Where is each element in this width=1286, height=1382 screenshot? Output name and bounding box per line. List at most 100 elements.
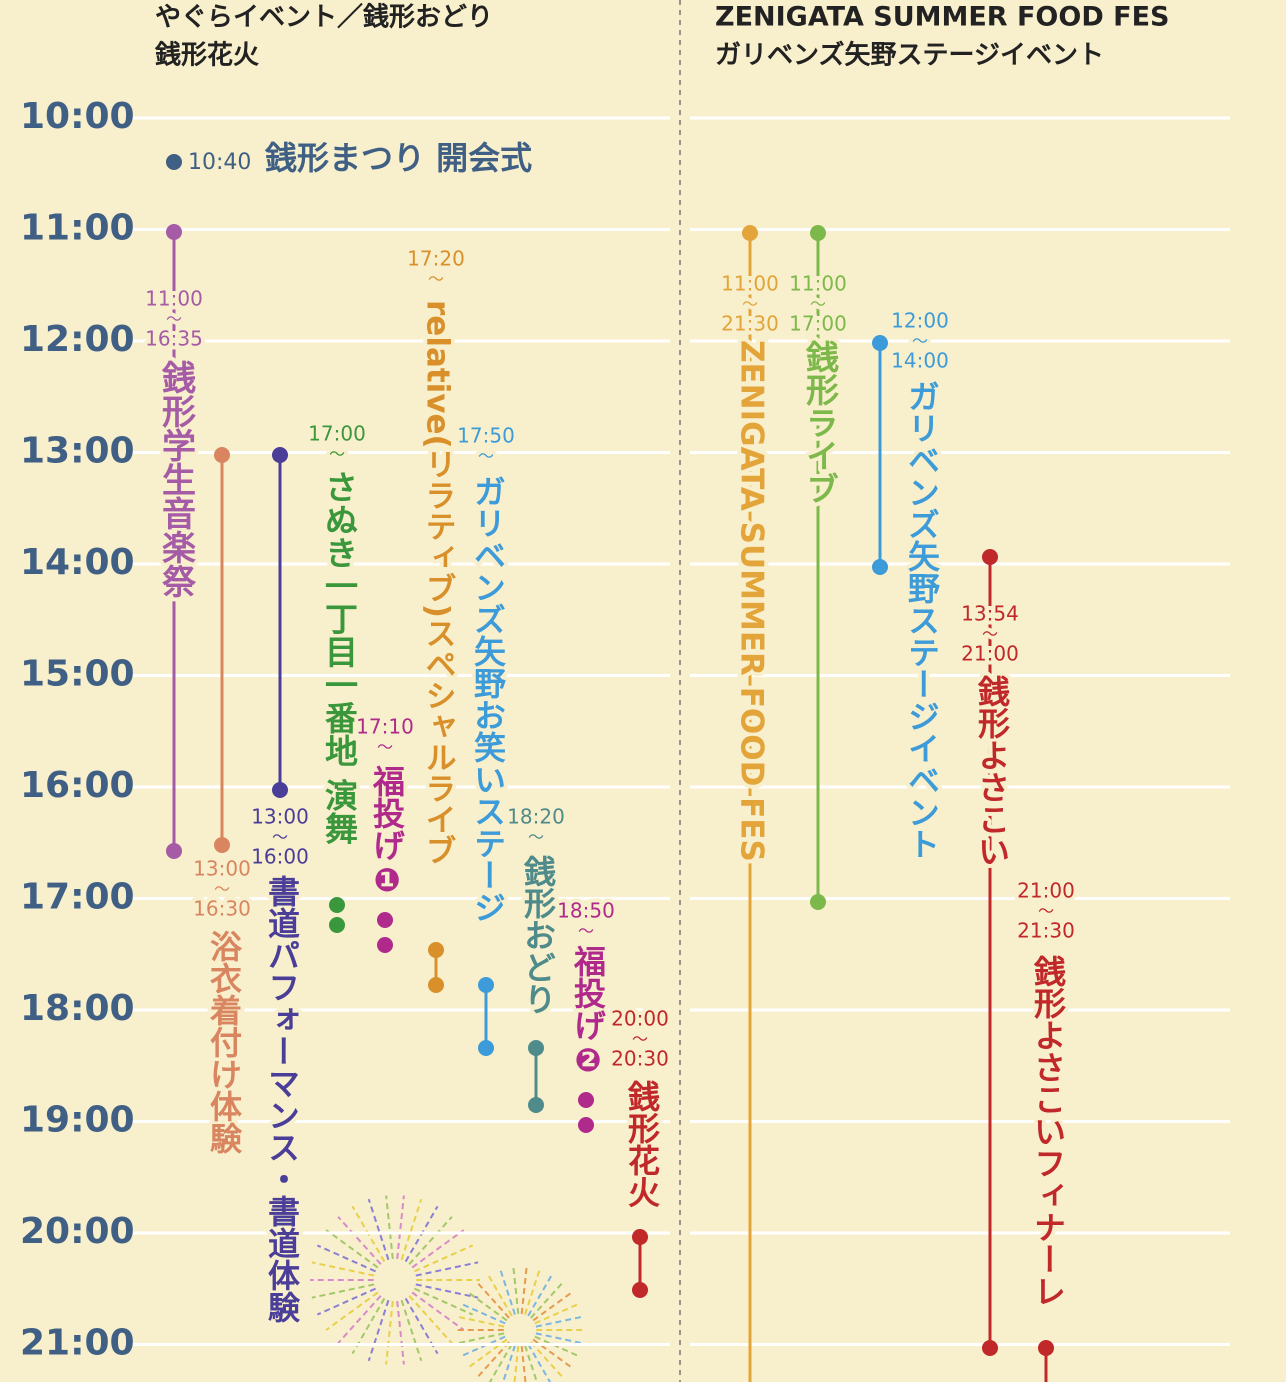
firework-ray	[502, 1345, 516, 1382]
dot	[632, 1229, 648, 1245]
dot	[742, 225, 758, 241]
event-time: 17:10	[356, 715, 414, 739]
firework-ray	[535, 1315, 584, 1328]
firework-ray	[466, 1290, 508, 1322]
header-left: やぐらイベント／銭形おどり	[155, 3, 493, 33]
header-left: 銭形花火	[154, 41, 259, 71]
dot	[478, 1040, 494, 1056]
event-time: 21:30	[721, 312, 779, 336]
firework-ray	[512, 1265, 520, 1314]
event-title: ZENIGATA SUMMER FOOD FES	[734, 340, 770, 862]
dot	[428, 942, 444, 958]
event-separator: ～	[428, 270, 444, 289]
hour-label: 21:00	[20, 1323, 135, 1364]
event-time: 16:35	[145, 327, 203, 351]
firework-ray	[527, 1273, 554, 1317]
event-title: relative(リラティブ)スペシャルライブ	[420, 300, 456, 866]
dot	[329, 897, 345, 913]
hour-label: 20:00	[20, 1211, 135, 1252]
event-time: 17:00	[308, 422, 366, 446]
dot	[166, 154, 182, 170]
firework-ray	[456, 1332, 505, 1345]
event-separator: ～	[632, 1030, 648, 1049]
firework-ray	[534, 1302, 580, 1325]
firework-ray	[385, 1195, 394, 1259]
event-separator: ～	[377, 738, 393, 757]
event-title: 銭形ライブ	[801, 340, 841, 505]
header-right: ZENIGATA SUMMER FOOD FES	[715, 2, 1169, 33]
event-time: 17:00	[789, 312, 847, 336]
firework-ray	[408, 1216, 453, 1265]
dot	[528, 1097, 544, 1113]
hour-label: 14:00	[20, 542, 135, 583]
dot	[578, 1092, 594, 1108]
event-separator: ～	[478, 447, 494, 466]
event-time: 12:00	[891, 309, 949, 333]
event-time: 20:30	[611, 1047, 669, 1071]
firework-ray	[414, 1287, 474, 1316]
opening-time: 10:40	[188, 150, 251, 175]
firework-ray	[400, 1299, 423, 1362]
firework-ray	[325, 1229, 379, 1269]
dot	[528, 1040, 544, 1056]
event-separator: ～	[578, 922, 594, 941]
firework-ray	[488, 1343, 513, 1382]
firework-ray	[337, 1295, 382, 1344]
dot	[578, 1117, 594, 1133]
firework-ray	[316, 1244, 376, 1273]
dot	[632, 1282, 648, 1298]
event-title: ガリベンズ矢野お笑いステージ	[469, 475, 507, 923]
dot	[872, 559, 888, 575]
event-time: 17:50	[457, 424, 515, 448]
firework-ray	[325, 1291, 379, 1331]
firework-ray	[475, 1281, 510, 1319]
event-time: 11:00	[721, 272, 779, 296]
dot	[810, 225, 826, 241]
event-time: 20:00	[611, 1007, 669, 1031]
firework-ray	[367, 1299, 390, 1362]
event-time: 16:30	[193, 897, 251, 921]
event-title: 書道パフォーマンス・書道体験	[263, 875, 301, 1323]
hour-label: 16:00	[20, 765, 135, 806]
hour-label: 11:00	[20, 208, 135, 249]
dot	[272, 447, 288, 463]
event-time: 11:00	[789, 272, 847, 296]
event-separator: ～	[166, 310, 182, 329]
event-separator: ～	[742, 295, 758, 314]
event-time: 13:00	[251, 805, 309, 829]
event-title: 福投げ❶	[368, 765, 406, 899]
event-title: 浴衣着付け体験	[205, 930, 243, 1154]
dot	[329, 917, 345, 933]
dot	[214, 447, 230, 463]
firework-ray	[411, 1291, 465, 1331]
firework-ray	[532, 1338, 574, 1370]
hour-label: 19:00	[20, 1100, 135, 1141]
hour-label: 10:00	[20, 96, 135, 137]
event-separator: ～	[272, 828, 288, 847]
event-time: 11:00	[145, 287, 203, 311]
firework-ray	[527, 1343, 552, 1382]
event-time: 16:00	[251, 845, 309, 869]
dot	[166, 843, 182, 859]
opening-title: 銭形まつり 開会式	[264, 139, 532, 177]
dot	[377, 937, 393, 953]
event-time: 18:20	[507, 805, 565, 829]
event-separator: ～	[528, 828, 544, 847]
firework-ray	[456, 1315, 505, 1328]
event-time: 13:54	[961, 602, 1019, 626]
firework-ray	[534, 1335, 580, 1358]
event-title: 銭形おどり	[519, 855, 557, 1015]
firework-ray	[520, 1346, 527, 1382]
firework-ray	[520, 1265, 528, 1314]
firework-ray	[396, 1301, 405, 1365]
dot	[214, 837, 230, 853]
firework-ray	[415, 1283, 479, 1299]
firework-ray	[408, 1295, 453, 1344]
firework-ray	[311, 1283, 375, 1299]
firework-ray	[411, 1229, 465, 1269]
firework-ray	[530, 1281, 565, 1319]
event-title: 銭形よさこいフィナーレ	[1029, 955, 1067, 1307]
firework-ray	[385, 1301, 394, 1365]
event-time: 21:00	[1017, 879, 1075, 903]
